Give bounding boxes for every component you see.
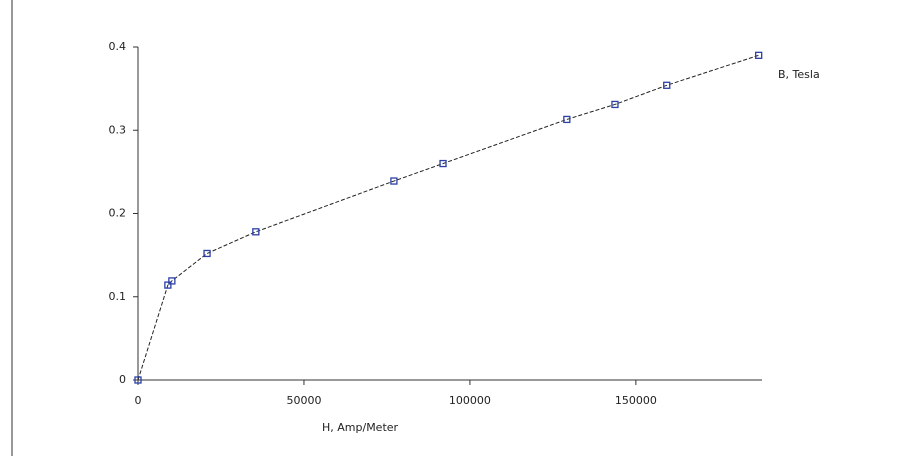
y-tick-label: 0.1 <box>109 290 127 303</box>
x-tick-label: 100000 <box>449 394 491 407</box>
y-tick-label: 0.2 <box>109 207 127 220</box>
point-marker <box>756 52 762 58</box>
y-tick-label: 0 <box>119 373 126 386</box>
y-tick-label: 0.4 <box>109 40 127 53</box>
y-tick-label: 0.3 <box>109 123 127 136</box>
series-line <box>138 55 759 380</box>
x-tick-label: 0 <box>135 394 142 407</box>
legend-label: B, Tesla <box>778 68 820 81</box>
point-marker <box>253 229 259 235</box>
x-tick-label: 150000 <box>615 394 657 407</box>
x-tick-label: 50000 <box>286 394 321 407</box>
point-marker <box>564 116 570 122</box>
chart: H, Amp/Meter 0 0.1 0.2 0.3 0.4 0 50000 100000 15… <box>0 0 916 456</box>
x-axis-label: H, Amp/Meter <box>322 421 399 434</box>
